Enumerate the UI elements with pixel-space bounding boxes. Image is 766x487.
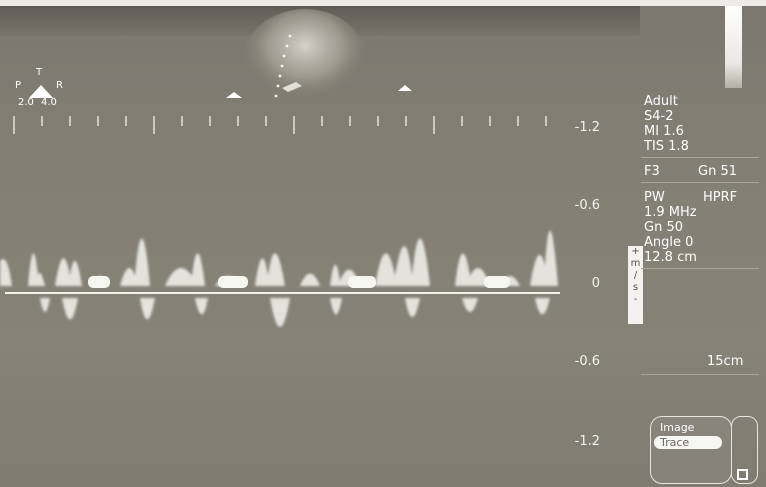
info-panel: Adult S4-2 MI 1.6 TIS 1.8 F3 Gn 51 PW HP… (641, 94, 759, 394)
divider (641, 268, 759, 269)
tis-value: TIS 1.8 (644, 139, 689, 154)
doppler-prf: HPRF (703, 190, 738, 205)
trace-button[interactable]: Trace (654, 436, 722, 449)
gain-setting: Gn 51 (698, 164, 737, 179)
unit-glyph: + (631, 246, 640, 257)
velocity-unit-indicator: + m / s - (628, 246, 643, 324)
ultrasound-screen: T P R 2.0 4.0 (0, 6, 766, 487)
unit-glyph: / (633, 270, 638, 281)
patient-category: Adult (644, 94, 678, 109)
doppler-depth: 12.8 cm (644, 250, 697, 265)
doppler-angle: Angle 0 (644, 235, 694, 250)
sector-image (226, 9, 412, 113)
marker-right-value: 4.0 (41, 97, 57, 108)
divider (641, 374, 759, 375)
image-button[interactable]: Image (660, 421, 695, 434)
velocity-scale-label: -0.6 (574, 198, 600, 213)
mi-value: MI 1.6 (644, 124, 684, 139)
side-control[interactable] (731, 416, 758, 484)
scrollbar[interactable] (725, 6, 742, 88)
unit-glyph: s (632, 282, 639, 293)
marker-left-label: P (15, 80, 22, 91)
unit-glyph: m (630, 258, 641, 269)
divider (641, 157, 759, 158)
marker-left-value: 2.0 (18, 97, 34, 108)
doppler-spectrum (0, 230, 560, 327)
unit-glyph: - (633, 294, 638, 305)
doppler-frequency: 1.9 MHz (644, 205, 697, 220)
velocity-scale: -1.2 -0.6 0 -0.6 -1.2 (560, 116, 600, 456)
marker-top-label: T (36, 67, 43, 78)
doppler-mode: PW (644, 190, 665, 205)
probe-name: S4-2 (644, 109, 674, 124)
marker-triangle-icon (29, 85, 53, 98)
square-icon[interactable] (737, 469, 748, 480)
probe-orientation-marker: T P R 2.0 4.0 (12, 67, 72, 118)
depth-scale: 15cm (707, 354, 744, 369)
divider (641, 182, 759, 183)
velocity-scale-label: -1.2 (574, 120, 600, 135)
time-tick-ruler (13, 116, 547, 134)
velocity-scale-label: -1.2 (574, 434, 600, 449)
marker-right-label: R (56, 80, 63, 91)
velocity-scale-label: -0.6 (574, 354, 600, 369)
velocity-scale-label: 0 (591, 276, 600, 291)
doppler-gain: Gn 50 (644, 220, 683, 235)
frequency-setting: F3 (644, 164, 660, 179)
